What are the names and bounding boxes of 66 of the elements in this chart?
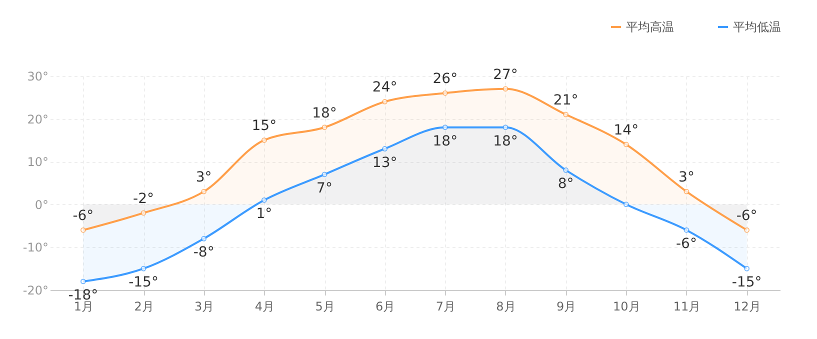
data-label: -15°	[732, 274, 762, 291]
point	[261, 197, 267, 203]
point	[563, 167, 569, 173]
x-tick-label: 5月	[315, 300, 335, 314]
data-label: 3°	[678, 170, 694, 186]
point	[442, 124, 448, 130]
data-label: 15°	[252, 118, 277, 134]
point	[382, 146, 388, 152]
data-label: 14°	[614, 122, 639, 138]
data-label: 8°	[558, 176, 574, 192]
data-label: 13°	[372, 154, 398, 171]
legend-label: 平均高温	[626, 20, 674, 34]
point	[563, 112, 569, 118]
y-tick-label: 20°	[27, 112, 48, 126]
x-tick-label: 3月	[194, 300, 214, 314]
point	[322, 172, 328, 178]
point	[201, 188, 207, 194]
data-label: -2°	[133, 190, 154, 207]
point	[684, 227, 690, 233]
data-label: -6°	[676, 236, 697, 252]
point	[744, 227, 750, 233]
data-label: -6°	[72, 208, 94, 224]
point	[201, 236, 207, 242]
data-label: -6°	[736, 208, 758, 224]
y-tick-label: 10°	[27, 155, 48, 170]
point	[140, 266, 146, 272]
x-tick-label: 9月	[556, 300, 576, 314]
x-tick-label: 8月	[496, 300, 516, 314]
legend-label: 平均低温	[733, 20, 781, 34]
x-tick-label: 7月	[436, 300, 456, 314]
x-tick-label: 2月	[134, 300, 154, 314]
data-label: 7°	[316, 180, 332, 196]
y-tick-label: -20°	[22, 284, 48, 298]
point	[623, 202, 629, 208]
x-tick-label: 12月	[734, 300, 761, 314]
x-tick-label: 4月	[254, 300, 274, 314]
data-label: 26°	[432, 71, 458, 88]
point	[442, 90, 448, 96]
point	[322, 124, 328, 130]
y-tick-label: -10°	[22, 240, 48, 255]
data-label: 27°	[493, 66, 518, 83]
data-label: 24°	[372, 80, 398, 96]
point	[261, 137, 267, 143]
point	[623, 142, 629, 148]
point	[744, 266, 750, 272]
y-tick-label: 0°	[34, 198, 48, 212]
data-label: -15°	[128, 274, 158, 291]
point	[80, 278, 86, 284]
data-label: 18°	[312, 105, 337, 122]
x-tick-label: 1月	[74, 300, 94, 314]
x-tick-label: 6月	[376, 300, 396, 314]
point	[382, 98, 388, 104]
data-label: 18°	[432, 133, 458, 150]
data-label: 21°	[553, 92, 578, 109]
point	[502, 86, 508, 92]
point	[140, 210, 146, 216]
point	[502, 124, 508, 130]
data-label: 18°	[493, 133, 518, 150]
data-label: 1°	[256, 206, 272, 222]
x-tick-label: 11月	[673, 300, 701, 314]
data-label: -8°	[193, 244, 214, 261]
point	[684, 188, 690, 194]
x-tick-label: 10月	[613, 300, 640, 314]
data-label: 3°	[196, 170, 212, 186]
point	[80, 227, 86, 233]
y-tick-label: 30°	[27, 70, 48, 84]
